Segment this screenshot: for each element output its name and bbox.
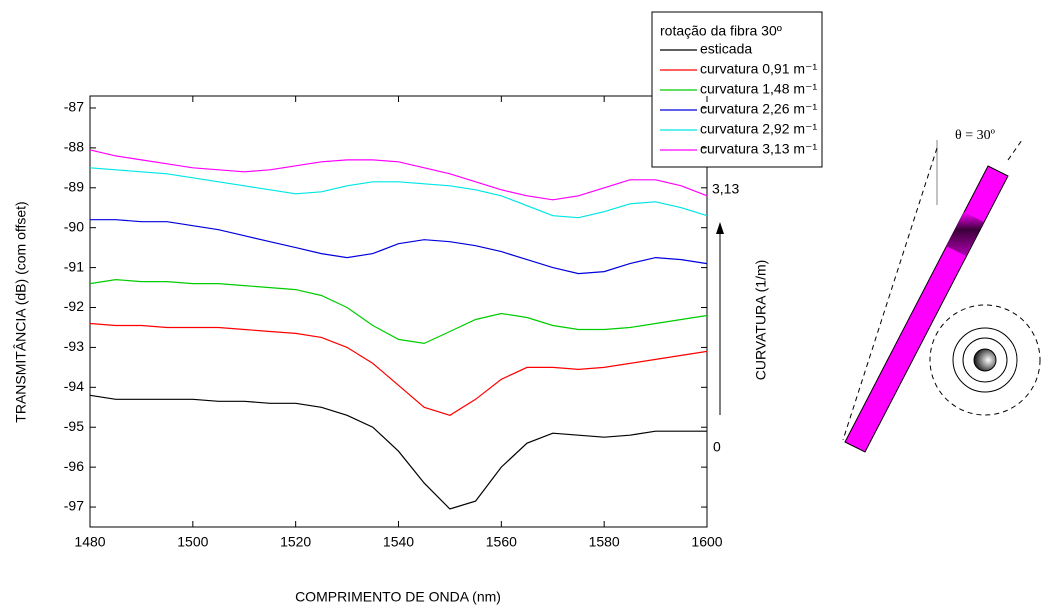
y-tick-label: -89 xyxy=(64,178,84,194)
y-tick-label: -96 xyxy=(64,458,84,474)
annotation: 3,13 xyxy=(712,181,739,197)
annotation: CURVATURA (1/m) xyxy=(753,260,769,381)
plot-frame xyxy=(89,95,708,528)
annotation: 0 xyxy=(713,439,721,455)
y-tick-label: -90 xyxy=(64,218,84,234)
x-tick-label: 1560 xyxy=(486,534,517,550)
y-tick-label: -97 xyxy=(64,498,84,514)
x-tick-label: 1500 xyxy=(177,534,208,550)
arrow-head xyxy=(716,222,724,234)
x-tick-label: 1600 xyxy=(691,534,722,550)
y-tick-label: -88 xyxy=(64,139,84,155)
y-tick-label: -94 xyxy=(64,378,84,394)
x-tick-label: 1520 xyxy=(280,534,311,550)
y-tick-label: -91 xyxy=(64,258,84,274)
x-tick-label: 1580 xyxy=(589,534,620,550)
x-axis-label: COMPRIMENTO DE ONDA (nm) xyxy=(295,589,501,605)
fiber-diagram: θ = 30º xyxy=(842,128,1041,453)
series-line xyxy=(89,278,708,345)
legend-label: curvatura 3,13 m⁻¹ xyxy=(700,141,817,157)
legend-label: curvatura 0,91 m⁻¹ xyxy=(700,61,817,77)
legend-label: curvatura 2,26 m⁻¹ xyxy=(700,101,817,117)
y-tick-label: -92 xyxy=(64,298,84,314)
series-line xyxy=(89,322,708,416)
legend-label: esticada xyxy=(700,41,752,57)
y-tick-label: -93 xyxy=(64,338,84,354)
series-line xyxy=(89,149,708,201)
series-line xyxy=(89,394,707,510)
y-axis-label: TRANSMITÂNCIA (dB) (com offset) xyxy=(13,201,29,422)
series-line xyxy=(90,219,708,275)
legend-label: curvatura 1,48 m⁻¹ xyxy=(700,81,817,97)
legend-label: curvatura 2,92 m⁻¹ xyxy=(700,121,817,137)
series-line xyxy=(89,167,708,219)
y-tick-label: -87 xyxy=(64,99,84,115)
y-tick-label: -95 xyxy=(64,418,84,434)
angle-label: θ = 30º xyxy=(955,128,996,143)
legend-title: rotação da fibra 30º xyxy=(660,23,782,39)
x-tick-label: 1480 xyxy=(74,534,105,550)
x-tick-label: 1540 xyxy=(383,534,414,550)
